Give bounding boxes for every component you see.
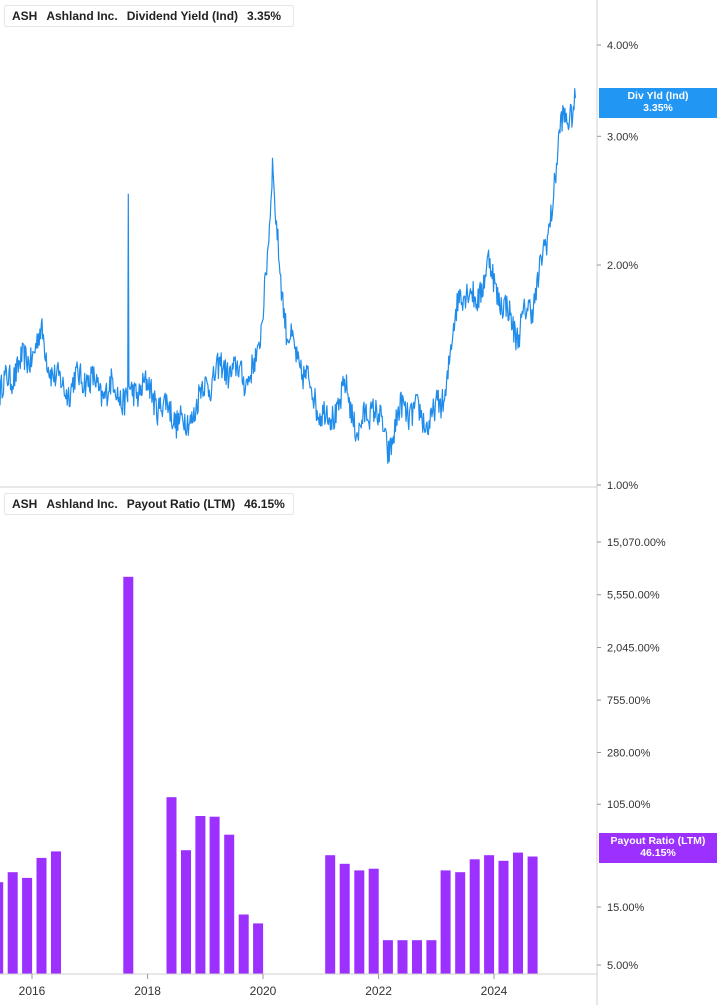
bottom-legend-metric: Payout Ratio (LTM)	[126, 497, 236, 511]
payout-ratio-bar	[253, 923, 264, 974]
payout-ratio-bar	[51, 851, 61, 974]
top-value-tag: Div Yld (Ind) 3.35%	[599, 88, 717, 118]
payout-ratio-bar	[513, 852, 523, 974]
bottom-y-tick-label: 755.00%	[607, 695, 651, 707]
bottom-value-tag-value: 46.15%	[640, 847, 676, 859]
payout-ratio-bar	[412, 940, 422, 974]
payout-ratio-bar	[339, 863, 350, 974]
top-legend-metric: Dividend Yield (Ind)	[126, 9, 239, 23]
top-y-tick-label: 4.00%	[607, 40, 638, 52]
payout-ratio-bar	[36, 857, 47, 974]
top-legend-company: Ashland Inc.	[46, 9, 118, 23]
top-value-tag-value: 3.35%	[643, 102, 673, 114]
bottom-legend-company: Ashland Inc.	[46, 497, 118, 511]
payout-ratio-bar	[527, 856, 538, 974]
top-y-tick-label: 3.00%	[607, 131, 638, 143]
payout-ratio-bar	[382, 940, 393, 974]
bottom-legend-ticker: ASH	[12, 497, 38, 511]
dividend-yield-panel	[0, 88, 576, 464]
payout-ratio-bar	[123, 576, 134, 974]
payout-ratio-bar	[22, 877, 33, 974]
x-tick-label: 2018	[134, 984, 161, 998]
payout-ratio-bar	[181, 850, 191, 974]
payout-ratio-bar	[354, 870, 365, 974]
payout-ratio-bar	[325, 855, 336, 974]
payout-ratio-bar	[0, 882, 4, 974]
bottom-y-tick-label: 15,070.00%	[607, 537, 666, 549]
bottom-y-tick-label: 2,045.00%	[607, 642, 660, 654]
bottom-value-tag-label: Payout Ratio (LTM)	[610, 835, 706, 847]
payout-ratio-bar	[469, 859, 480, 974]
top-y-tick-label: 2.00%	[607, 260, 638, 272]
axes: 1.00% 2.00% 3.00% 4.00% 5.00% 15.00% 105.00% 28…	[0, 0, 666, 1005]
bottom-value-tag: Payout Ratio (LTM) 46.15%	[599, 833, 717, 863]
x-tick-label: 2024	[481, 984, 508, 998]
payout-ratio-bar	[209, 816, 220, 974]
x-tick-label: 2020	[250, 984, 277, 998]
top-value-tag-label: Div Yld (Ind)	[627, 90, 689, 102]
payout-ratio-bar	[7, 872, 18, 974]
payout-ratio-bar	[166, 797, 177, 974]
bottom-y-tick-label: 280.00%	[607, 747, 651, 759]
bottom-legend-value: 46.15%	[244, 497, 285, 511]
bottom-y-tick-label: 105.00%	[607, 799, 651, 811]
payout-ratio-bar	[397, 940, 408, 974]
payout-ratio-bar	[238, 914, 249, 974]
x-tick-label: 2022	[365, 984, 392, 998]
payout-ratio-bar	[195, 816, 206, 974]
payout-ratio-bar	[498, 860, 509, 974]
top-legend: ASH Ashland Inc. Dividend Yield (Ind) 3.…	[4, 5, 294, 27]
bottom-legend: ASH Ashland Inc. Payout Ratio (LTM) 46.1…	[4, 493, 294, 515]
top-legend-ticker: ASH	[12, 9, 38, 23]
payout-ratio-bar	[440, 870, 451, 974]
payout-ratio-panel	[0, 576, 538, 974]
dividend-yield-line	[0, 88, 576, 464]
bottom-y-tick-label: 5.00%	[607, 960, 638, 972]
bottom-y-tick-label: 5,550.00%	[607, 590, 660, 602]
top-legend-value: 3.35%	[247, 9, 282, 23]
payout-ratio-bar	[368, 868, 379, 974]
x-tick-label: 2016	[19, 984, 46, 998]
payout-ratio-bar	[426, 940, 437, 974]
top-y-tick-label: 1.00%	[607, 480, 638, 492]
payout-ratio-bar	[455, 872, 466, 974]
payout-ratio-bar	[484, 855, 495, 974]
payout-ratio-bar	[224, 834, 235, 974]
bottom-y-tick-label: 15.00%	[607, 902, 645, 914]
